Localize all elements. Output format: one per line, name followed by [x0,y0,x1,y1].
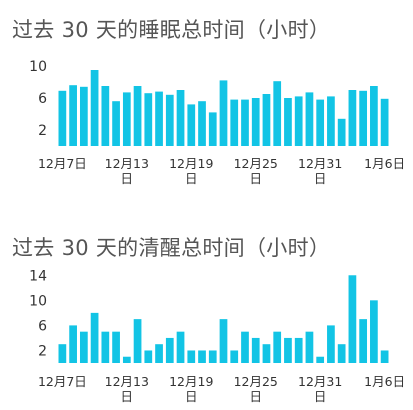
awake-bar[interactable] [69,325,77,363]
awake-ytick-label: 14 [29,268,47,284]
sleep-chart-title: 过去 30 天的睡眠总时间（小时） [12,18,331,42]
sleep-xtick-label-line2: 日 [121,171,134,186]
awake-chart-panel: 2 6 10 14 12月7日 12月13 日 12月19 日 12月25 日 12月31 日 1月6日 … [0,222,413,410]
sleep-bar[interactable] [305,92,314,146]
sleep-bar[interactable] [284,98,292,146]
awake-bar[interactable] [273,331,282,363]
awake-bar[interactable] [90,312,99,363]
awake-bar[interactable] [133,319,142,363]
sleep-bar[interactable] [370,86,378,146]
awake-bar[interactable] [122,356,131,363]
awake-xtick-label: 1月6日 [364,374,405,389]
sleep-xtick-label: 12月31 [298,156,342,171]
sleep-bar[interactable] [316,99,325,146]
sleep-xtick-label: 12月7日 [38,156,87,171]
awake-bar[interactable] [112,331,120,363]
sleep-bar[interactable] [155,91,163,146]
awake-bar[interactable] [79,331,88,363]
awake-bar[interactable] [316,356,325,363]
sleep-bar[interactable] [219,80,228,146]
sleep-bar[interactable] [241,99,249,146]
awake-bar[interactable] [165,337,174,363]
sleep-bar[interactable] [294,96,303,146]
awake-xtick-label-line2: 日 [185,389,198,404]
sleep-bar[interactable] [327,96,335,146]
sleep-bar[interactable] [251,98,260,146]
awake-ytick-label: 6 [38,318,47,334]
sleep-bar[interactable] [144,93,153,146]
sleep-bar[interactable] [359,90,368,146]
awake-bar[interactable] [327,325,335,363]
awake-bar[interactable] [380,350,389,363]
awake-bar[interactable] [155,344,163,363]
sleep-bar[interactable] [262,94,271,146]
sleep-bar[interactable] [101,86,110,146]
sleep-xtick-label-line2: 日 [185,171,198,186]
awake-bar[interactable] [262,344,271,363]
awake-bar[interactable] [370,300,378,363]
sleep-ytick-label: 2 [38,123,47,139]
sleep-bar[interactable] [176,90,185,146]
awake-bar[interactable] [208,350,217,363]
awake-bar[interactable] [337,344,346,363]
sleep-bar[interactable] [348,90,357,146]
awake-xtick-label-line2: 日 [314,389,327,404]
awake-chart-title: 过去 30 天的清醒总时间（小时） [12,236,331,260]
awake-bar[interactable] [305,331,314,363]
sleep-bar[interactable] [69,85,77,146]
sleep-xtick-label: 12月19 [169,156,213,171]
awake-bar[interactable] [219,319,228,363]
awake-ytick-label: 10 [29,293,47,309]
awake-bar[interactable] [144,350,153,363]
sleep-bar[interactable] [230,99,239,146]
awake-bar[interactable] [58,344,67,363]
awake-bar[interactable] [187,350,196,363]
sleep-ytick-label: 10 [29,59,47,75]
sleep-bar[interactable] [380,98,389,146]
sleep-bar[interactable] [79,86,88,146]
awake-bar[interactable] [294,337,303,363]
awake-bar[interactable] [348,275,357,363]
awake-bar[interactable] [241,331,249,363]
awake-xtick-label: 12月19 [169,374,213,389]
awake-bar[interactable] [284,337,292,363]
awake-bar[interactable] [251,337,260,363]
sleep-bar[interactable] [112,101,120,146]
sleep-bar[interactable] [273,81,282,146]
sleep-bar[interactable] [165,94,174,146]
awake-xtick-label: 12月25 [234,374,278,389]
awake-bar[interactable] [230,350,239,363]
sleep-xtick-label-line2: 日 [314,171,327,186]
sleep-xtick-label: 12月13 [105,156,149,171]
sleep-bar[interactable] [198,101,206,146]
sleep-xtick-label: 1月6日 [364,156,405,171]
sleep-bar[interactable] [337,118,346,146]
sleep-bar[interactable] [187,104,196,146]
awake-bar[interactable] [176,331,185,363]
awake-xtick-label: 12月31 [298,374,342,389]
awake-xtick-label: 12月7日 [38,374,87,389]
sleep-bar[interactable] [133,86,142,146]
awake-ytick-label: 2 [38,343,47,359]
sleep-xtick-label: 12月25 [234,156,278,171]
awake-bar[interactable] [359,319,368,363]
sleep-ytick-label: 6 [38,91,47,107]
awake-xtick-label: 12月13 [105,374,149,389]
awake-bar[interactable] [101,331,110,363]
sleep-bar[interactable] [208,112,217,146]
awake-bar[interactable] [198,350,206,363]
sleep-chart-panel: 2 6 10 12月7日 12月13 日 12月19 日 12月25 日 12月31 日 1月6日 过去… [12,18,405,186]
sleep-bar[interactable] [122,92,131,146]
sleep-bar[interactable] [58,90,67,146]
awake-xtick-label-line2: 日 [121,389,134,404]
sleep-bar[interactable] [90,70,99,146]
sleep-xtick-label-line2: 日 [249,171,262,186]
awake-xtick-label-line2: 日 [249,389,262,404]
